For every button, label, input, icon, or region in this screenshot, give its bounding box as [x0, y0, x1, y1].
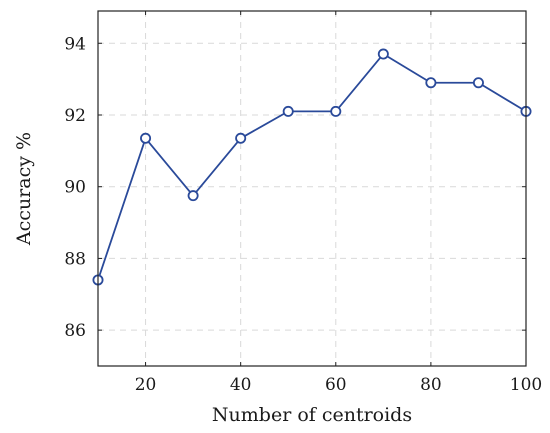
- series: [92, 48, 532, 286]
- y-tick-label: 88: [64, 249, 86, 269]
- x-tick-label: 40: [230, 375, 252, 395]
- y-tick-label: 90: [64, 178, 86, 198]
- x-tick-label: 20: [135, 375, 157, 395]
- series-line: [97, 53, 527, 281]
- x-tick-label: 60: [325, 375, 347, 395]
- x-tick-label: 80: [420, 375, 442, 395]
- y-tick-label: 92: [64, 106, 86, 126]
- y-tick-label: 94: [64, 34, 86, 54]
- data-point: [330, 105, 342, 117]
- x-tick-label: 100: [510, 375, 542, 395]
- data-point: [187, 190, 199, 202]
- plot-frame: [97, 10, 527, 367]
- data-point: [425, 77, 437, 89]
- data-point: [282, 105, 294, 117]
- x-axis-title: Number of centroids: [212, 404, 412, 426]
- axis-ticks: 20 40 60 80 100 86 88 90 92 94: [64, 11, 542, 395]
- data-point: [472, 77, 484, 89]
- data-point: [140, 132, 152, 144]
- y-tick-label: 86: [64, 321, 86, 341]
- data-point: [235, 132, 247, 144]
- grid: [98, 11, 527, 366]
- y-axis-title: Accuracy %: [13, 132, 35, 246]
- data-point: [377, 48, 389, 60]
